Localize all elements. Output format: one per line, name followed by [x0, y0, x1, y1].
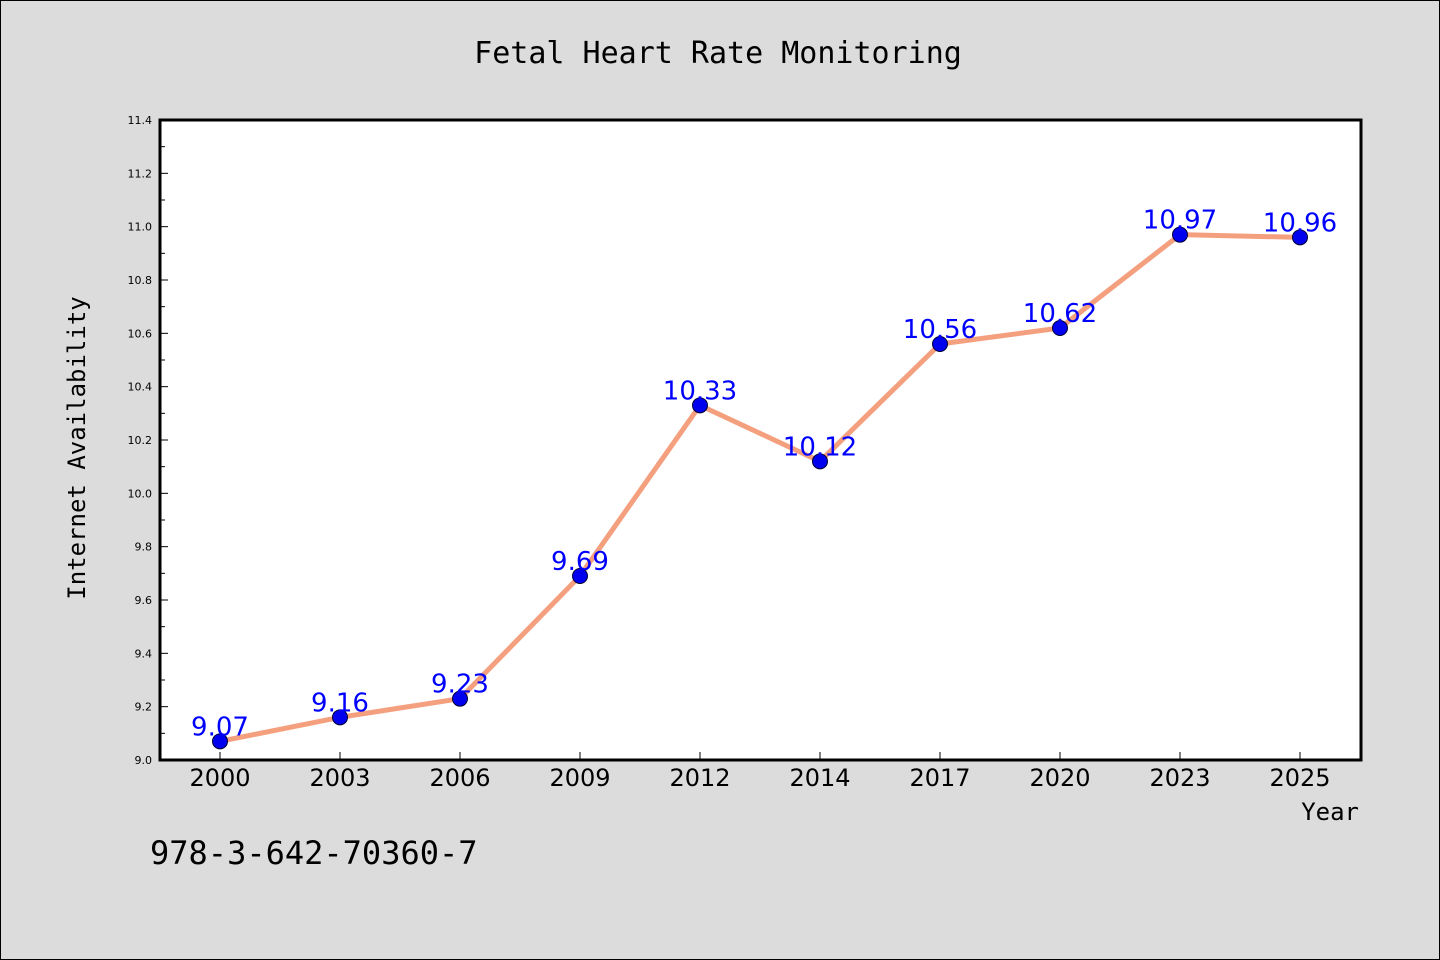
- y-tick-label: 11.0: [128, 221, 153, 234]
- footer-isbn: 978-3-642-70360-7: [150, 834, 478, 872]
- y-tick-label: 9.8: [135, 541, 153, 554]
- data-point: [1172, 226, 1188, 243]
- data-label: 9.07: [191, 712, 249, 742]
- x-tick-label: 2014: [789, 764, 850, 792]
- y-tick-label: 11.4: [128, 114, 153, 127]
- y-axis-label: Internet Availability: [63, 296, 91, 599]
- x-tick-label: 2006: [429, 764, 490, 792]
- data-label: 10.97: [1143, 206, 1217, 236]
- x-tick-label: 2003: [309, 764, 370, 792]
- chart-title: Fetal Heart Rate Monitoring: [474, 36, 962, 71]
- data-point: [1292, 229, 1308, 246]
- data-label-layer: 9.07 9.16 9.23 9.69 10.33 10.12 10.56 10.62 10.9…: [191, 206, 1337, 743]
- x-tick-label: 2025: [1269, 764, 1330, 792]
- data-point: [452, 690, 468, 707]
- x-tick-label: 2000: [189, 764, 250, 792]
- x-axis-label: Year: [1301, 798, 1359, 826]
- y-tick-label: 11.2: [128, 167, 153, 180]
- data-label: 9.69: [551, 547, 609, 577]
- data-label: 10.12: [783, 432, 857, 462]
- data-label: 10.56: [903, 315, 977, 345]
- x-tick-label: 2009: [549, 764, 610, 792]
- y-tick-label: 10.8: [128, 274, 153, 287]
- x-axis: 2000 2003 2006 2009 2012 2014 2017 2020 2023 2025: [189, 752, 1331, 792]
- x-tick-label: 2023: [1149, 764, 1210, 792]
- data-point: [692, 397, 708, 414]
- data-point: [572, 568, 588, 584]
- data-label: 9.16: [311, 688, 369, 718]
- x-tick-label: 2012: [669, 764, 730, 792]
- y-tick-label: 9.2: [135, 701, 153, 714]
- y-tick-label: 10.0: [128, 487, 153, 500]
- x-tick-label: 2017: [909, 764, 970, 792]
- data-point: [1052, 320, 1068, 336]
- data-point: [332, 709, 348, 726]
- y-axis: 9.0 9.2 9.4 9.6 9.8 10.0 10.2 10.4 10.6 10.8 11.0 1…: [128, 114, 168, 767]
- series-layer: [212, 226, 1308, 750]
- y-tick-label: 10.6: [128, 327, 153, 340]
- data-label: 10.96: [1263, 208, 1337, 238]
- series-line: [217, 232, 1303, 744]
- data-label: 10.62: [1023, 299, 1097, 329]
- data-label: 9.23: [431, 670, 489, 700]
- data-label: 10.33: [663, 376, 737, 406]
- data-point: [212, 733, 228, 750]
- y-tick-label: 10.2: [128, 434, 153, 447]
- y-tick-label: 9.0: [135, 754, 153, 767]
- data-point: [812, 453, 828, 470]
- y-tick-label: 9.4: [135, 647, 153, 660]
- plot-area: [158, 118, 1363, 762]
- x-tick-label: 2020: [1029, 764, 1090, 792]
- y-tick-label: 10.4: [128, 381, 153, 394]
- data-point: [932, 336, 948, 352]
- y-tick-label: 9.6: [135, 594, 153, 607]
